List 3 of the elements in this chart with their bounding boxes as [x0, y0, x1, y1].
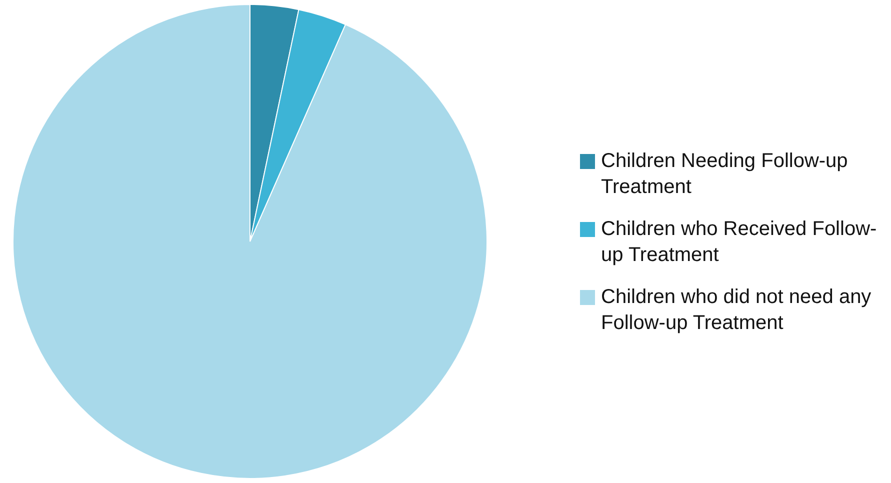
- legend-label: Children who did not need any Follow-up Treatment: [601, 284, 872, 336]
- legend-label: Children who Received Follow-up Treatment: [601, 216, 878, 268]
- legend-label: Children Needing Follow-up Treatment: [601, 148, 849, 200]
